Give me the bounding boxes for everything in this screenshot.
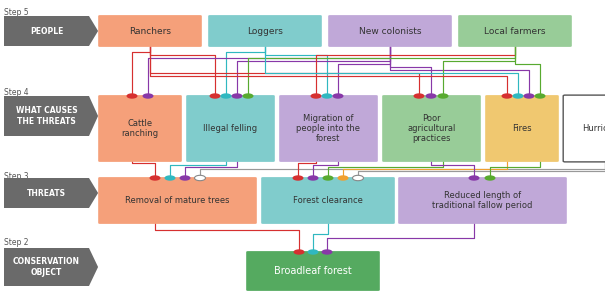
FancyBboxPatch shape bbox=[98, 15, 202, 47]
Circle shape bbox=[353, 175, 364, 181]
Circle shape bbox=[333, 93, 344, 99]
Circle shape bbox=[232, 93, 243, 99]
Circle shape bbox=[437, 93, 448, 99]
Text: Local farmers: Local farmers bbox=[484, 26, 546, 36]
Polygon shape bbox=[4, 96, 98, 136]
FancyBboxPatch shape bbox=[98, 95, 182, 162]
Circle shape bbox=[220, 93, 232, 99]
Circle shape bbox=[321, 93, 333, 99]
Text: Illegal felling: Illegal felling bbox=[203, 124, 258, 133]
Text: Step 3: Step 3 bbox=[4, 172, 28, 181]
Circle shape bbox=[307, 175, 318, 181]
Text: Cattle
ranching: Cattle ranching bbox=[122, 119, 159, 138]
Circle shape bbox=[149, 175, 160, 181]
Text: Ranchers: Ranchers bbox=[129, 26, 171, 36]
Text: Hurricanes: Hurricanes bbox=[582, 124, 605, 133]
FancyBboxPatch shape bbox=[279, 95, 378, 162]
Circle shape bbox=[534, 93, 546, 99]
Circle shape bbox=[194, 175, 206, 181]
FancyBboxPatch shape bbox=[186, 95, 275, 162]
Circle shape bbox=[468, 175, 480, 181]
Circle shape bbox=[126, 93, 137, 99]
Text: Step 4: Step 4 bbox=[4, 88, 28, 97]
Circle shape bbox=[307, 249, 318, 255]
Text: WHAT CAUSES
THE THREATS: WHAT CAUSES THE THREATS bbox=[16, 106, 77, 126]
Circle shape bbox=[143, 93, 154, 99]
Text: CONSERVATION
OBJECT: CONSERVATION OBJECT bbox=[13, 257, 80, 277]
Polygon shape bbox=[4, 16, 98, 46]
Text: Loggers: Loggers bbox=[247, 26, 283, 36]
Text: Removal of mature trees: Removal of mature trees bbox=[125, 196, 230, 205]
Circle shape bbox=[321, 249, 333, 255]
Circle shape bbox=[209, 93, 220, 99]
Text: PEOPLE: PEOPLE bbox=[30, 26, 63, 36]
Text: Step 2: Step 2 bbox=[4, 238, 28, 247]
Circle shape bbox=[523, 93, 534, 99]
Circle shape bbox=[292, 175, 304, 181]
FancyBboxPatch shape bbox=[208, 15, 322, 47]
FancyBboxPatch shape bbox=[328, 15, 452, 47]
Text: New colonists: New colonists bbox=[359, 26, 421, 36]
Circle shape bbox=[243, 93, 253, 99]
FancyBboxPatch shape bbox=[563, 95, 605, 162]
Text: Forest clearance: Forest clearance bbox=[293, 196, 363, 205]
Circle shape bbox=[338, 175, 348, 181]
Circle shape bbox=[413, 93, 425, 99]
Circle shape bbox=[485, 175, 495, 181]
Text: Reduced length of
traditional fallow period: Reduced length of traditional fallow per… bbox=[433, 191, 532, 210]
Polygon shape bbox=[4, 178, 98, 208]
FancyBboxPatch shape bbox=[98, 177, 257, 224]
FancyBboxPatch shape bbox=[382, 95, 481, 162]
Text: Fires: Fires bbox=[512, 124, 532, 133]
FancyBboxPatch shape bbox=[458, 15, 572, 47]
Circle shape bbox=[180, 175, 191, 181]
FancyBboxPatch shape bbox=[246, 251, 380, 291]
Text: Broadleaf forest: Broadleaf forest bbox=[274, 266, 352, 276]
FancyBboxPatch shape bbox=[485, 95, 559, 162]
Circle shape bbox=[322, 175, 333, 181]
FancyBboxPatch shape bbox=[261, 177, 395, 224]
Circle shape bbox=[425, 93, 436, 99]
FancyBboxPatch shape bbox=[398, 177, 567, 224]
Circle shape bbox=[512, 93, 523, 99]
Text: THREATS: THREATS bbox=[27, 189, 66, 198]
Text: Migration of
people into the
forest: Migration of people into the forest bbox=[296, 113, 361, 143]
Circle shape bbox=[165, 175, 175, 181]
Text: Step 5: Step 5 bbox=[4, 8, 28, 17]
Text: Poor
agricultural
practices: Poor agricultural practices bbox=[407, 113, 456, 143]
Polygon shape bbox=[4, 248, 98, 286]
Circle shape bbox=[293, 249, 304, 255]
Circle shape bbox=[310, 93, 321, 99]
Circle shape bbox=[502, 93, 512, 99]
